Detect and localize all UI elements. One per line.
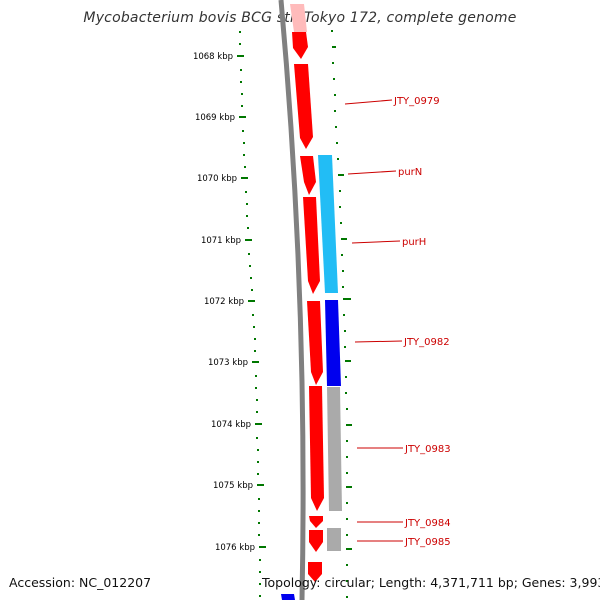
gene-JTY_0982-reverse (325, 300, 341, 386)
gene-label: JTY_0979 (393, 96, 440, 107)
gene-red-6 (309, 386, 324, 511)
ruler-tick-mark (237, 55, 244, 57)
gene-label: purH (402, 237, 426, 248)
gene-partial-top (290, 4, 307, 33)
gene-purN-reverse (318, 155, 338, 293)
gene-blue-bottom (281, 594, 295, 600)
gene-red-1 (292, 32, 308, 59)
gray-features (327, 387, 342, 551)
ruler-tick-label: 1073 kbp (208, 358, 248, 368)
gene-red-5 (307, 301, 323, 385)
ruler-tick-mark (245, 239, 252, 241)
accession-text: Accession: NC_012207 (9, 575, 152, 590)
ruler-minor-dots (239, 31, 261, 597)
gene-red-7 (309, 516, 323, 528)
genome-backbone (278, 0, 306, 600)
ruler-tick-label: 1072 kbp (204, 297, 244, 307)
gene-label: JTY_0982 (403, 337, 450, 348)
ruler-tick-label: 1074 kbp (211, 420, 251, 430)
gene-label: purN (398, 167, 422, 178)
ruler-tick-label: 1075 kbp (213, 481, 253, 491)
gene-label-leader (351, 240, 401, 244)
ruler-tick-label: 1070 kbp (197, 174, 237, 184)
gene-label-leader (344, 99, 393, 105)
gene-red-2 (294, 64, 313, 149)
ruler-tick-mark (252, 361, 259, 363)
ruler-tick-label: 1071 kbp (201, 236, 241, 246)
ruler-tick-label: 1076 kbp (215, 543, 255, 553)
gene-label-leader (347, 170, 397, 175)
genome-summary-text: Topology: circular; Length: 4,371,711 bp… (262, 575, 600, 590)
ruler-tick-mark (239, 116, 246, 118)
ruler-tick-mark (248, 300, 255, 302)
ruler-ticks: 1068 kbp 1069 kbp 1070 kbp 1071 kbp 1072 kbp… (193, 52, 266, 553)
ruler-tick-mark (259, 546, 266, 548)
ruler-tick-mark (257, 484, 264, 486)
gene-label: JTY_0983 (404, 444, 451, 455)
forward-genes (281, 4, 324, 600)
gene-red-4 (303, 197, 320, 294)
gene-label-leader (354, 340, 403, 343)
right-ruler-dots (331, 30, 352, 598)
gene-red-8 (309, 530, 323, 552)
gene-red-9 (308, 562, 322, 582)
ruler-tick-label: 1068 kbp (193, 52, 233, 62)
gene-labels: JTY_0979 purN purH JTY_0982 JTY_0983 JTY_0984… (344, 96, 451, 548)
gene-red-3 (300, 156, 316, 195)
ruler-tick-mark (241, 177, 248, 179)
gene-label: JTY_0984 (404, 518, 451, 529)
gene-label: JTY_0985 (404, 537, 451, 548)
ruler-tick-mark (255, 423, 262, 425)
ruler-tick-label: 1069 kbp (195, 113, 235, 123)
